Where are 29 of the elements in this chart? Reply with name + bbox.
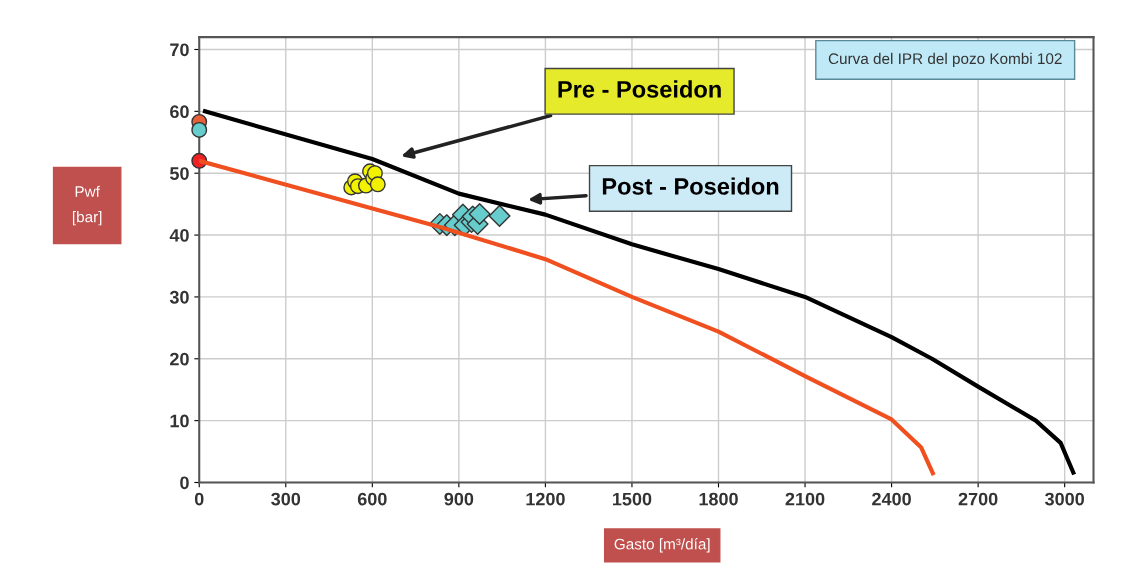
y-tick-label: 0 [180, 476, 189, 490]
x-axis-title: Gasto [m³/día] [614, 538, 710, 553]
x-tick-label: 300 [271, 492, 301, 506]
y-tick-label: 50 [169, 167, 189, 180]
x-tick-label: 3000 [1045, 492, 1085, 506]
x-tick-label: 600 [357, 492, 387, 506]
annotation: Pre - Poseidon [558, 80, 721, 98]
point [488, 204, 511, 227]
line-series [202, 109, 1076, 475]
point [468, 203, 491, 226]
x-tick-label: 1800 [699, 492, 738, 506]
y-tick-label: 70 [170, 43, 189, 57]
annotation: Post - Poseidon [602, 177, 779, 195]
x-tick-label: 2100 [785, 492, 825, 506]
y-tick-label: 10 [170, 414, 189, 428]
y-tick-label: 30 [169, 290, 189, 304]
y-tick-label: 20 [170, 352, 189, 366]
x-tick-label: 2400 [872, 492, 911, 506]
y-tick-label: 40 [169, 229, 189, 242]
x-tick-label: 2700 [958, 492, 998, 506]
text: Curva del IPR del pozo Kombi 102 [828, 52, 1062, 68]
y-axis-title: Pwf [bar] [72, 185, 102, 226]
y-tick-label: 60 [170, 105, 189, 119]
x-tick-label: 0 [194, 492, 204, 506]
x-tick-label: 1500 [613, 492, 652, 506]
point [369, 176, 386, 193]
x-tick-label: 1200 [526, 492, 565, 506]
point [191, 121, 208, 138]
x-tick-label: 900 [444, 492, 474, 506]
